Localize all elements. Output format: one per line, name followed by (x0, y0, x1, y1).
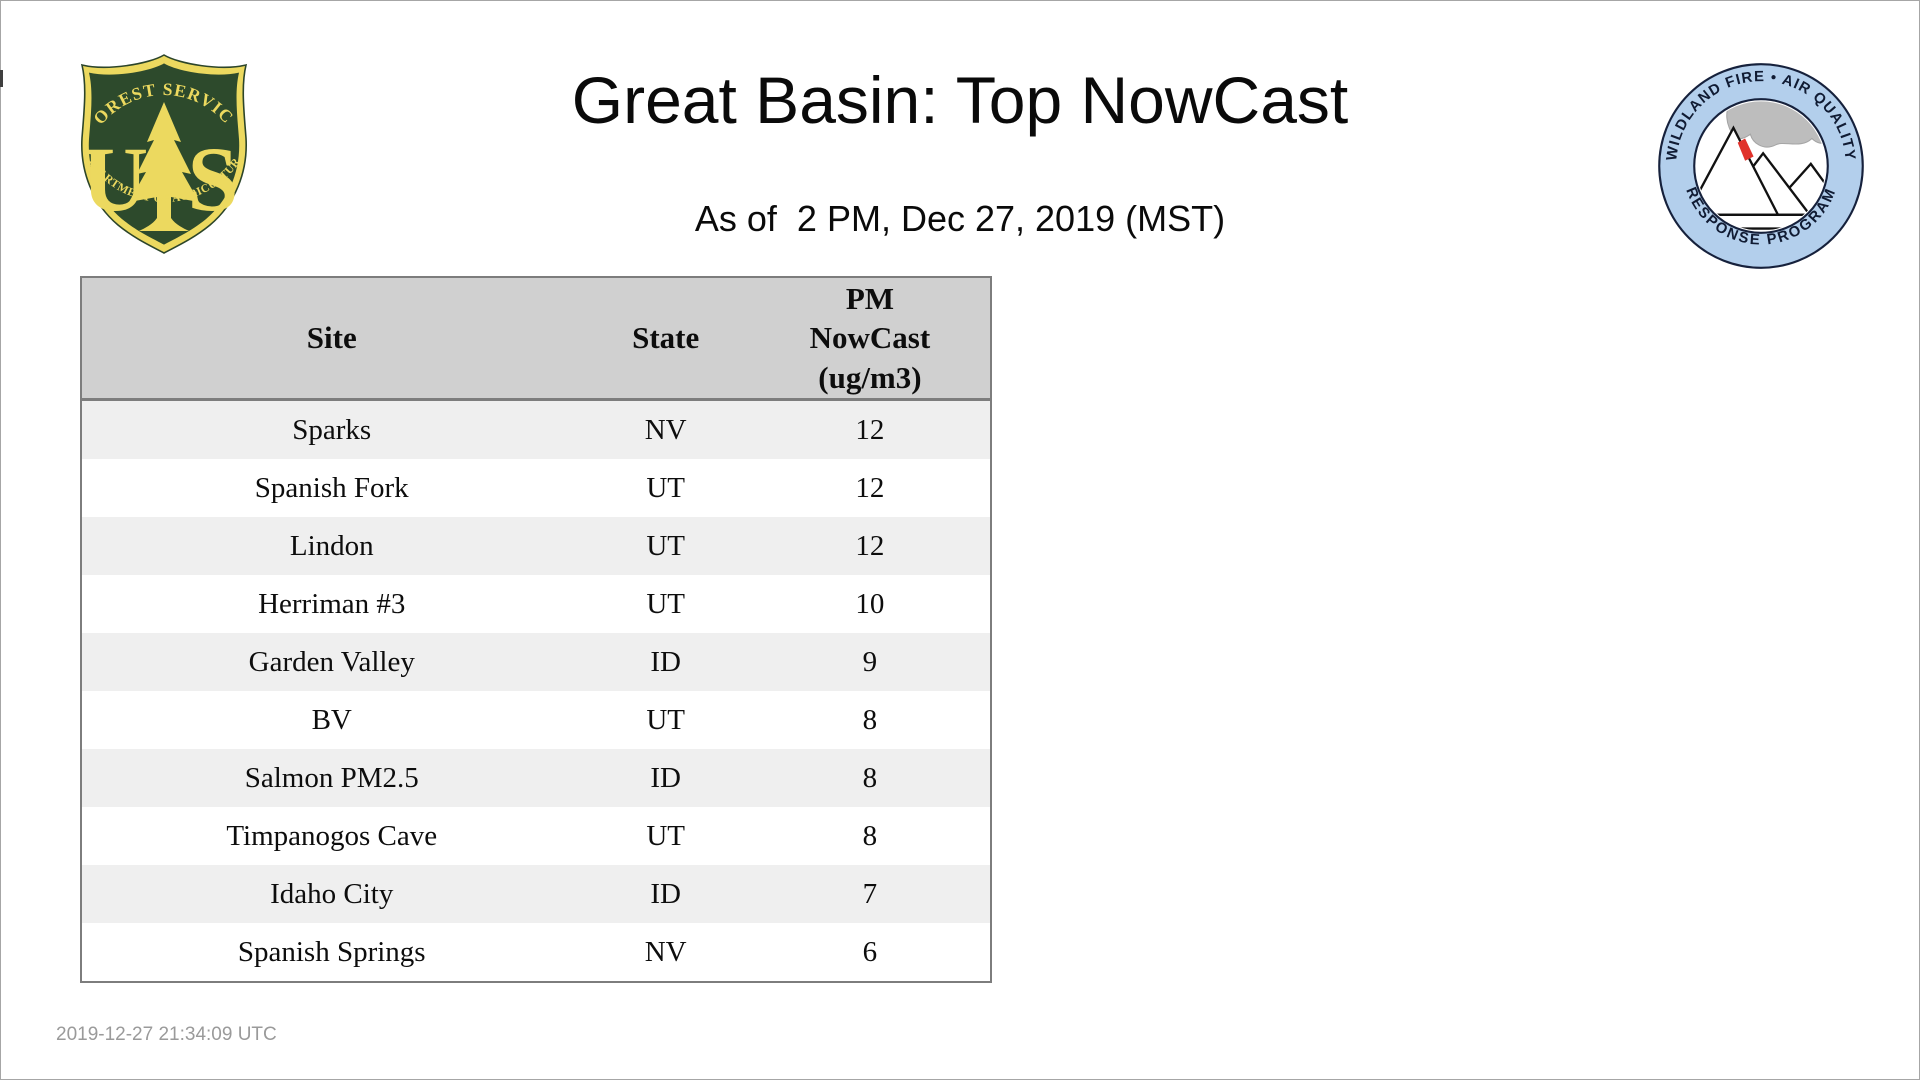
site-cell: Idaho City (81, 865, 582, 923)
state-cell: UT (581, 575, 750, 633)
state-cell: NV (581, 923, 750, 982)
site-cell: BV (81, 691, 582, 749)
site-cell: Sparks (81, 399, 582, 459)
shield-letter-s: S (187, 128, 238, 230)
header-row: Site State PM NowCast (ug/m3) (81, 277, 991, 401)
page-title: Great Basin: Top NowCast (571, 63, 1349, 137)
wfaqrp-logo-icon: WILDLAND FIRE • AIR QUALITY RESPONSE PRO… (1658, 63, 1864, 269)
value-cell: 12 (749, 399, 991, 459)
table-row: Spanish Fork UT 12 (81, 459, 991, 517)
state-cell: UT (581, 807, 750, 865)
nowcast-table: Site State PM NowCast (ug/m3) Sparks NV … (80, 276, 992, 983)
nowcast-table-container: Site State PM NowCast (ug/m3) Sparks NV … (80, 276, 992, 983)
table-row: Sparks NV 12 (81, 399, 991, 459)
state-cell: UT (581, 691, 750, 749)
value-cell: 6 (749, 923, 991, 982)
flame-icon (1737, 138, 1754, 161)
pine-tree-icon (129, 102, 199, 231)
value-cell: 12 (749, 517, 991, 575)
state-cell: UT (581, 517, 750, 575)
table-row: Salmon PM2.5 ID 8 (81, 749, 991, 807)
value-cell: 8 (749, 807, 991, 865)
site-cell: Herriman #3 (81, 575, 582, 633)
page-subtitle: As of 2 PM, Dec 27, 2019 (MST) (694, 198, 1226, 239)
table-row: Timpanogos Cave UT 8 (81, 807, 991, 865)
value-cell: 9 (749, 633, 991, 691)
value-cell: 10 (749, 575, 991, 633)
left-edge-mark (0, 70, 3, 87)
column-header-pm-nowcast: PM NowCast (ug/m3) (749, 277, 991, 401)
state-cell: UT (581, 459, 750, 517)
value-cell: 8 (749, 691, 991, 749)
table-body: Sparks NV 12 Spanish Fork UT 12 Lindon U… (81, 399, 991, 982)
table-row: Spanish Springs NV 6 (81, 923, 991, 982)
shield-letter-u: U (82, 128, 148, 230)
value-cell: 7 (749, 865, 991, 923)
site-cell: Salmon PM2.5 (81, 749, 582, 807)
table-row: BV UT 8 (81, 691, 991, 749)
state-cell: NV (581, 399, 750, 459)
smoke-icon (1726, 101, 1826, 148)
table-header: Site State PM NowCast (ug/m3) (81, 277, 991, 401)
value-cell: 8 (749, 749, 991, 807)
generated-timestamp: 2019-12-27 21:34:09 UTC (56, 1024, 277, 1045)
table-row: Garden Valley ID 9 (81, 633, 991, 691)
site-cell: Timpanogos Cave (81, 807, 582, 865)
site-cell: Spanish Springs (81, 923, 582, 982)
table-row: Idaho City ID 7 (81, 865, 991, 923)
state-cell: ID (581, 749, 750, 807)
site-cell: Lindon (81, 517, 582, 575)
state-cell: ID (581, 865, 750, 923)
value-cell: 12 (749, 459, 991, 517)
table-row: Lindon UT 12 (81, 517, 991, 575)
site-cell: Spanish Fork (81, 459, 582, 517)
column-header-site: Site (81, 277, 582, 401)
table-row: Herriman #3 UT 10 (81, 575, 991, 633)
site-cell: Garden Valley (81, 633, 582, 691)
forest-service-logo-icon: FOREST SERVICE U S DEPARTMENT OF AGRICUL… (69, 50, 248, 254)
column-header-state: State (581, 277, 750, 401)
state-cell: ID (581, 633, 750, 691)
badge-inner-outline (1693, 98, 1829, 234)
